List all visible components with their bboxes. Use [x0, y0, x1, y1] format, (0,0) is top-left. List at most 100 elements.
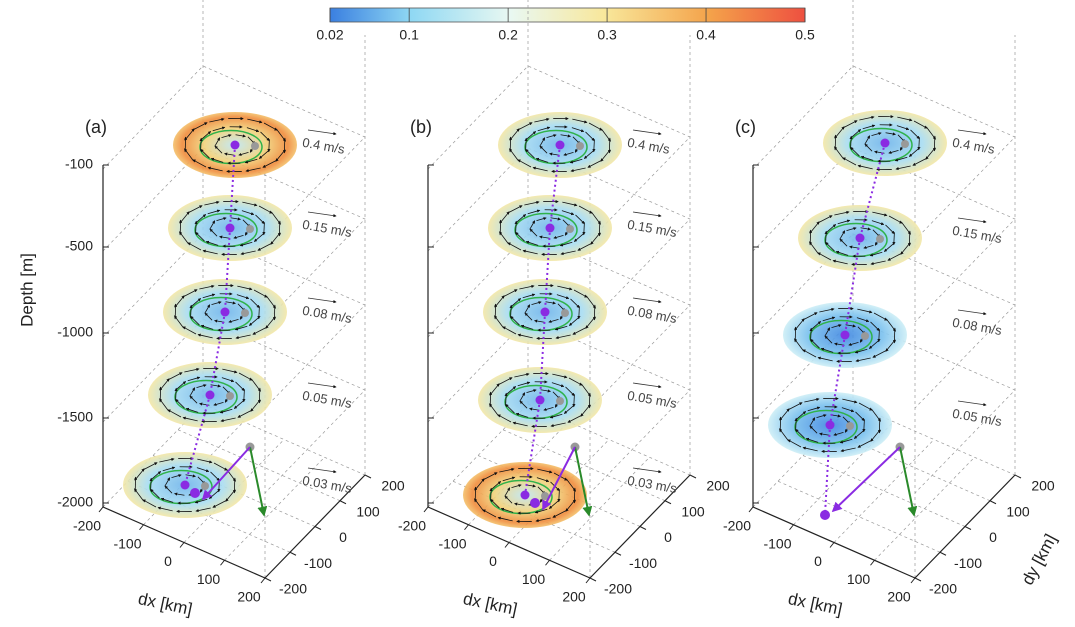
x-tick — [545, 559, 550, 566]
velocity-arrow — [534, 117, 550, 123]
velocity-arrow — [551, 382, 565, 388]
velocity-arrow — [539, 235, 550, 239]
velocity-arrow — [159, 378, 170, 391]
reference-arrow — [632, 211, 662, 218]
velocity-arrow — [842, 157, 857, 166]
reference-label: 0.4 m/s — [951, 135, 996, 157]
velocity-arrow — [586, 296, 596, 309]
velocity-arrow — [925, 147, 936, 160]
velocity-arrow — [885, 132, 896, 136]
velocity-arrow — [591, 212, 601, 225]
velocity-arrow — [174, 387, 178, 401]
velocity-arrow — [788, 402, 803, 410]
velocity-arrow — [187, 376, 201, 382]
velocity-arrow — [526, 389, 537, 393]
velocity-arrow — [247, 118, 263, 124]
velocity-arrow — [857, 440, 872, 448]
velocity-arrow — [869, 251, 883, 257]
velocity-arrow — [202, 249, 218, 255]
velocity-arrow — [573, 233, 585, 242]
velocity-arrow — [207, 209, 221, 215]
velocity-arrow — [873, 312, 888, 321]
y-tick-label: -200 — [604, 581, 632, 597]
velocity-arrow — [509, 304, 513, 318]
velocity-arrow — [234, 325, 248, 331]
eddy-center — [201, 482, 209, 490]
velocity-arrow — [190, 315, 200, 326]
velocity-arrow — [235, 334, 251, 340]
eddy-center — [241, 309, 249, 317]
grid-plane — [427, 318, 691, 494]
velocity-arrow — [190, 298, 202, 307]
velocity-arrow — [189, 304, 193, 318]
velocity-arrow — [510, 315, 520, 326]
velocity-arrow — [235, 381, 245, 392]
velocity-arrow — [250, 399, 261, 412]
velocity-arrow — [157, 506, 173, 512]
velocity-arrow — [257, 243, 272, 251]
velocity-arrow — [494, 295, 505, 308]
velocity-arrow — [499, 231, 509, 244]
reference-label: 0.15 m/s — [951, 223, 1003, 247]
velocity-arrow — [912, 158, 927, 166]
reference-arrow — [307, 467, 337, 474]
velocity-arrow — [809, 417, 816, 427]
velocity-arrow — [184, 148, 194, 161]
velocity-arrow — [162, 466, 176, 472]
y-tick — [364, 474, 372, 479]
y-tick-label: -100 — [304, 555, 332, 571]
reference-label: 0.05 m/s — [951, 406, 1003, 430]
eddy-center — [576, 142, 584, 150]
velocity-arrow — [253, 233, 265, 242]
velocity-arrow — [143, 462, 158, 470]
reference-label: 0.15 m/s — [626, 217, 678, 241]
center-track — [859, 142, 886, 239]
velocity-arrow — [210, 157, 224, 163]
colorbar-tick-label: 0.02 — [316, 27, 343, 43]
center-track — [544, 227, 551, 313]
velocity-arrow — [845, 324, 856, 328]
y-tick — [639, 526, 647, 530]
shift-arrow — [249, 446, 268, 517]
velocity-arrow — [824, 230, 828, 244]
velocity-arrow — [518, 122, 533, 130]
velocity-arrow — [825, 241, 835, 252]
velocity-arrow — [563, 405, 575, 414]
velocity-arrow — [193, 122, 208, 130]
velocity-arrow — [210, 471, 220, 482]
reference-label: 0.03 m/s — [626, 473, 678, 497]
x-tick-label: 100 — [522, 571, 546, 587]
velocity-arrow — [810, 338, 820, 349]
eddy-center — [901, 140, 909, 148]
velocity-arrow — [195, 231, 205, 242]
y-tick-label: 200 — [1031, 478, 1055, 494]
x-tick-label: -200 — [73, 518, 101, 534]
x-tick-label: 0 — [489, 553, 497, 569]
y-tick — [589, 577, 597, 582]
velocity-arrow — [824, 335, 833, 344]
velocity-arrow — [897, 116, 913, 122]
grid-plane — [102, 318, 366, 494]
velocity-arrow — [511, 484, 522, 488]
velocity-arrow — [819, 432, 830, 436]
velocity-arrow — [134, 468, 145, 481]
velocity-arrow — [870, 429, 881, 442]
velocity-arrow — [519, 284, 535, 290]
velocity-arrow — [819, 307, 835, 313]
velocity-arrow — [834, 210, 850, 216]
velocity-arrow — [895, 165, 911, 171]
velocity-arrow — [235, 134, 246, 138]
velocity-arrow — [537, 468, 553, 474]
velocity-arrow — [818, 215, 833, 223]
velocity-arrow — [184, 128, 195, 141]
reference-arrow — [632, 297, 662, 304]
eddy-center — [251, 142, 259, 150]
velocity-arrow — [849, 135, 853, 149]
velocity-arrow — [174, 492, 185, 496]
velocity-arrow — [262, 160, 277, 168]
center-track — [224, 227, 231, 313]
velocity-arrow — [834, 126, 845, 139]
velocity-arrow — [820, 347, 834, 353]
reference-arrow — [307, 211, 337, 218]
velocity-arrow — [885, 339, 896, 352]
